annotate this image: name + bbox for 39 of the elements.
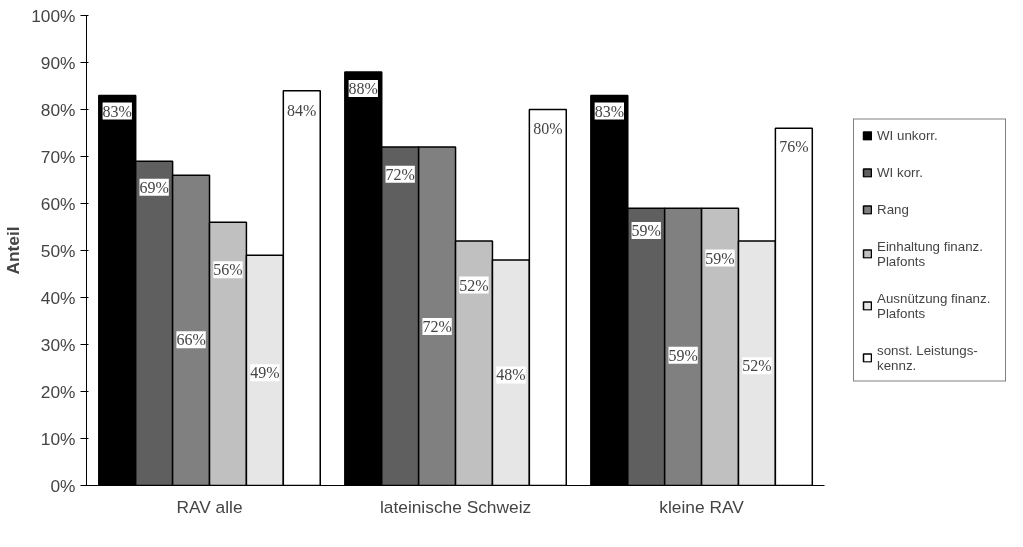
legend-label: WI korr.	[877, 164, 924, 180]
legend-label: Ausnützung finanz. Plafonts	[877, 290, 992, 321]
y-tick-label: 50%	[40, 240, 76, 261]
legend-label: sonst. Leistungs-kennz.	[877, 342, 979, 373]
y-tick-label: 100%	[31, 5, 76, 26]
data-label: 83%	[102, 102, 132, 120]
y-tick-label: 10%	[40, 428, 76, 449]
x-tick-label: lateinische Schweiz	[379, 496, 532, 517]
y-tick-label: 30%	[40, 334, 76, 355]
data-label: 59%	[705, 249, 735, 267]
y-axis-title: Anteil	[3, 226, 24, 275]
data-label: 88%	[348, 79, 378, 97]
data-label: 49%	[250, 364, 280, 382]
data-label: 56%	[213, 261, 243, 279]
data-label: 59%	[668, 346, 698, 364]
legend-label: WI unkorr.	[877, 127, 939, 143]
legend-label: Einhaltung finanz. Plafonts	[877, 238, 984, 269]
data-label: 80%	[533, 119, 563, 137]
data-label: 83%	[594, 102, 624, 120]
y-tick-label: 40%	[40, 287, 76, 308]
data-label: 52%	[459, 276, 489, 294]
data-label: 72%	[385, 165, 415, 183]
data-label: 76%	[779, 137, 809, 155]
legend-label: Rang	[877, 201, 910, 217]
y-tick-label: 70%	[40, 146, 76, 167]
y-tick-label: 0%	[50, 475, 76, 496]
y-tick-label: 80%	[40, 99, 76, 120]
data-label: 48%	[496, 366, 526, 384]
data-label: 59%	[631, 221, 661, 239]
data-label: 84%	[287, 101, 317, 119]
data-label: 52%	[742, 357, 772, 375]
data-label: 66%	[176, 331, 206, 349]
y-tick-label: 60%	[40, 193, 76, 214]
data-label: 69%	[139, 178, 169, 196]
x-tick-label: kleine RAV	[659, 496, 745, 517]
y-tick-label: 90%	[40, 52, 76, 73]
x-tick-label: RAV alle	[176, 496, 243, 517]
data-label: 72%	[422, 317, 452, 335]
y-tick-label: 20%	[40, 381, 76, 402]
